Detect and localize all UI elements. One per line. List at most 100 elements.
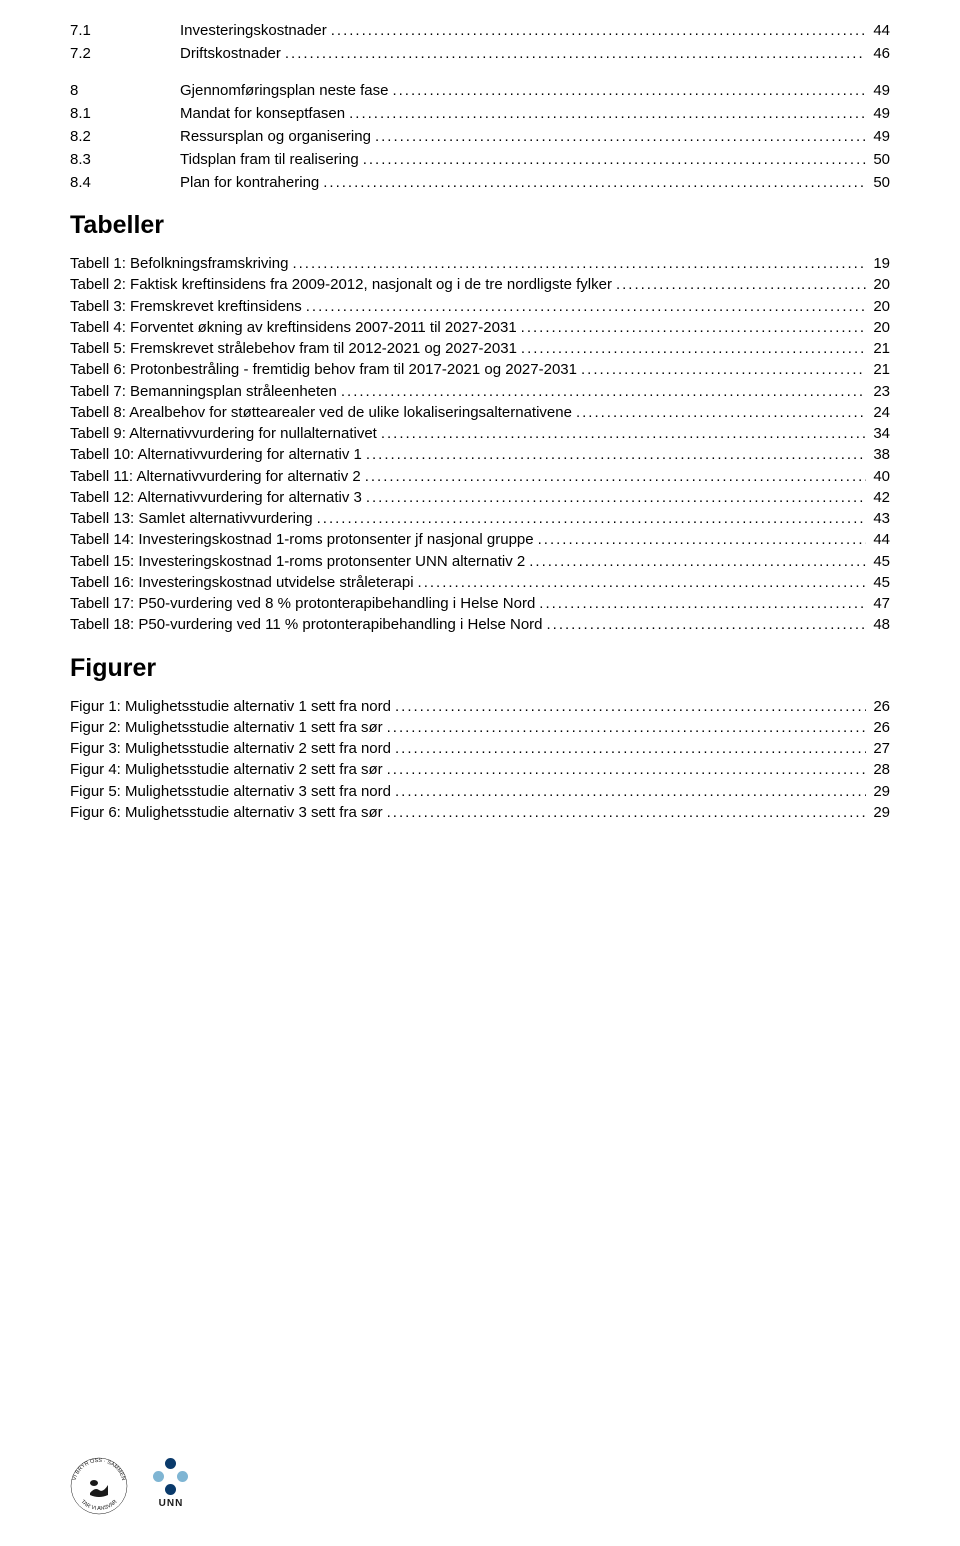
page-number: 40 <box>866 467 890 487</box>
leader-dots <box>612 275 866 295</box>
list-entry-title: Tabell 11: Alternativvurdering for alter… <box>70 467 361 487</box>
section-title: Tidsplan fram til realisering <box>180 149 359 170</box>
section-title: Mandat for konseptfasen <box>180 103 345 124</box>
toc-entry: 7.2 Driftskostnader 46 <box>70 43 890 64</box>
leader-dots <box>517 318 866 338</box>
table-entry: Tabell 1: Befolkningsframskriving 19 <box>70 254 890 274</box>
page-number: 44 <box>866 20 890 41</box>
section-number: 8.2 <box>70 126 180 147</box>
table-entry: Tabell 7: Bemanningsplan stråleenheten 23 <box>70 382 890 402</box>
figures-heading: Figurer <box>70 654 890 683</box>
page-number: 45 <box>866 573 890 593</box>
list-entry-title: Tabell 9: Alternativvurdering for nullal… <box>70 424 377 444</box>
page-number: 26 <box>866 718 890 738</box>
dots-logo-icon <box>151 1456 191 1496</box>
leader-dots <box>383 760 866 780</box>
table-entry: Tabell 4: Forventet økning av kreftinsid… <box>70 318 890 338</box>
page-number: 50 <box>866 172 890 193</box>
table-entry: Tabell 11: Alternativvurdering for alter… <box>70 467 890 487</box>
leader-dots <box>302 297 866 317</box>
leader-dots <box>377 424 866 444</box>
page-number: 21 <box>866 360 890 380</box>
leader-dots <box>337 382 866 402</box>
table-entry: Tabell 5: Fremskrevet strålebehov fram t… <box>70 339 890 359</box>
list-entry-title: Tabell 8: Arealbehov for støttearealer v… <box>70 403 572 423</box>
footer-logos: VI BRYR OSS · SAMMEN TAR VI ANSVAR UNN <box>70 1456 194 1516</box>
toc-entry: 8.2 Ressursplan og organisering 49 <box>70 126 890 147</box>
leader-dots <box>391 697 866 717</box>
list-entry-title: Tabell 3: Fremskrevet kreftinsidens <box>70 297 302 317</box>
list-entry-title: Tabell 7: Bemanningsplan stråleenheten <box>70 382 337 402</box>
toc-entry: 8.3 Tidsplan fram til realisering 50 <box>70 149 890 170</box>
page-number: 26 <box>866 697 890 717</box>
table-entry: Tabell 13: Samlet alternativvurdering43 <box>70 509 890 529</box>
tables-list: Tabell 1: Befolkningsframskriving19Tabel… <box>70 254 890 636</box>
section-number: 8.1 <box>70 103 180 124</box>
section-title: Driftskostnader <box>180 43 281 64</box>
dot-left <box>153 1471 164 1482</box>
section-title: Ressursplan og organisering <box>180 126 371 147</box>
leader-dots <box>534 530 866 550</box>
list-entry-title: Figur 2: Mulighetsstudie alternativ 1 se… <box>70 718 383 738</box>
leader-dots <box>391 782 866 802</box>
page-number: 49 <box>866 126 890 147</box>
leader-dots <box>577 360 866 380</box>
section-title: Investeringskostnader <box>180 20 327 41</box>
leader-dots <box>572 403 866 423</box>
page-number: 49 <box>866 80 890 101</box>
svg-text:VI BRYR OSS · SAMMEN: VI BRYR OSS · SAMMEN <box>72 1458 127 1481</box>
page-number: 19 <box>866 254 890 274</box>
toc-entry: 7.1 Investeringskostnader 44 <box>70 20 890 41</box>
page-number: 23 <box>866 382 890 402</box>
list-entry-title: Tabell 1: Befolkningsframskriving <box>70 254 288 274</box>
page-number: 46 <box>866 43 890 64</box>
page-number: 21 <box>866 339 890 359</box>
table-entry: Tabell 10: Alternativvurdering for alter… <box>70 445 890 465</box>
page-number: 29 <box>866 803 890 823</box>
page-number: 20 <box>866 275 890 295</box>
section-number: 8.3 <box>70 149 180 170</box>
svg-text:TAR VI ANSVAR: TAR VI ANSVAR <box>79 1499 118 1512</box>
page-number: 29 <box>866 782 890 802</box>
leader-dots <box>359 149 866 170</box>
list-entry-title: Tabell 15: Investeringskostnad 1-roms pr… <box>70 552 525 572</box>
page-number: 42 <box>866 488 890 508</box>
figure-entry: Figur 1: Mulighetsstudie alternativ 1 se… <box>70 697 890 717</box>
leader-dots <box>414 573 866 593</box>
leader-dots <box>391 739 866 759</box>
list-entry-title: Figur 6: Mulighetsstudie alternativ 3 se… <box>70 803 383 823</box>
table-entry: Tabell 14: Investeringskostnad 1-roms pr… <box>70 530 890 550</box>
toc-chapter-entry: 8 Gjennomføringsplan neste fase 49 <box>70 80 890 101</box>
page-number: 38 <box>866 445 890 465</box>
leader-dots <box>535 594 866 614</box>
figure-entry: Figur 5: Mulighetsstudie alternativ 3 se… <box>70 782 890 802</box>
page-number: 50 <box>866 149 890 170</box>
page-number: 44 <box>866 530 890 550</box>
leader-dots <box>543 615 866 635</box>
leader-dots <box>313 509 866 529</box>
list-entry-title: Tabell 14: Investeringskostnad 1-roms pr… <box>70 530 534 550</box>
leader-dots <box>517 339 866 359</box>
dot-bottom <box>165 1484 176 1495</box>
table-entry: Tabell 9: Alternativvurdering for nullal… <box>70 424 890 444</box>
leader-dots <box>327 20 866 41</box>
table-entry: Tabell 18: P50-vurdering ved 11 % proton… <box>70 615 890 635</box>
page-number: 34 <box>866 424 890 444</box>
toc-entry: 8.4 Plan for kontrahering 50 <box>70 172 890 193</box>
table-entry: Tabell 3: Fremskrevet kreftinsidens20 <box>70 297 890 317</box>
section-title: Plan for kontrahering <box>180 172 319 193</box>
page-number: 49 <box>866 103 890 124</box>
list-entry-title: Tabell 10: Alternativvurdering for alter… <box>70 445 362 465</box>
leader-dots <box>525 552 866 572</box>
leader-dots <box>319 172 866 193</box>
figure-entry: Figur 2: Mulighetsstudie alternativ 1 se… <box>70 718 890 738</box>
leader-dots <box>361 467 866 487</box>
table-entry: Tabell 15: Investeringskostnad 1-roms pr… <box>70 552 890 572</box>
section-number: 7.2 <box>70 43 180 64</box>
page-number: 24 <box>866 403 890 423</box>
leader-dots <box>362 445 866 465</box>
table-entry: Tabell 16: Investeringskostnad utvidelse… <box>70 573 890 593</box>
list-entry-title: Tabell 17: P50-vurdering ved 8 % protont… <box>70 594 535 614</box>
chapter-title: Gjennomføringsplan neste fase <box>180 80 388 101</box>
page-number: 43 <box>866 509 890 529</box>
